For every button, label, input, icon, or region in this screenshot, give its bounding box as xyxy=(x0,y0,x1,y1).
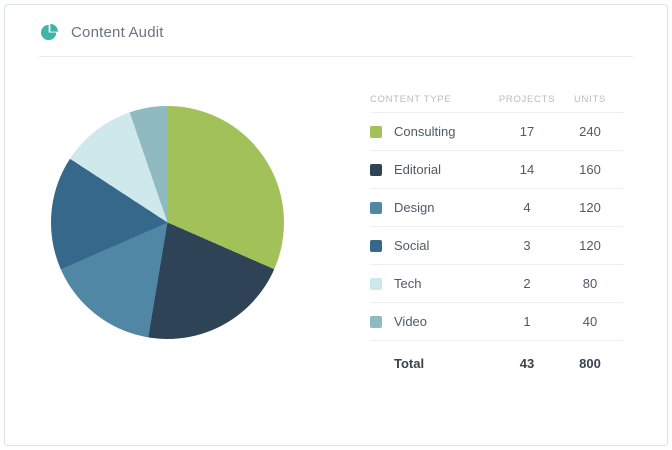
row-label: Consulting xyxy=(394,124,456,139)
table-total-row: Total 43 800 xyxy=(370,341,623,385)
content-type-table: CONTENT TYPE PROJECTS UNITS Consulting 1… xyxy=(370,87,623,385)
table-row: Design 4 120 xyxy=(370,189,623,227)
row-label: Social xyxy=(394,238,430,253)
legend-swatch xyxy=(370,277,382,290)
pie-chart[interactable] xyxy=(51,106,284,339)
row-units: 240 xyxy=(579,124,601,139)
table-row: Video 1 40 xyxy=(370,303,623,341)
row-units: 80 xyxy=(582,276,598,291)
table-row: Tech 2 80 xyxy=(370,265,623,303)
row-units: 120 xyxy=(579,238,601,253)
legend-swatch xyxy=(370,315,382,328)
row-label: Design xyxy=(394,200,435,215)
header-projects: PROJECTS xyxy=(498,94,556,105)
page-title: Content Audit xyxy=(71,24,164,41)
row-units: 120 xyxy=(579,200,601,215)
row-projects: 17 xyxy=(519,124,535,139)
total-units: 800 xyxy=(579,355,601,371)
row-projects: 14 xyxy=(519,162,535,177)
legend-swatch xyxy=(370,125,382,138)
card-header: Content Audit xyxy=(5,5,667,56)
row-projects: 4 xyxy=(523,200,531,215)
row-label: Video xyxy=(394,314,428,329)
table-row: Editorial 14 160 xyxy=(370,151,623,189)
header-units: UNITS xyxy=(574,94,606,105)
row-units: 160 xyxy=(579,162,601,177)
table-row: Consulting 17 240 xyxy=(370,113,623,151)
row-label: Tech xyxy=(394,276,422,291)
header-divider xyxy=(39,56,633,57)
row-projects: 1 xyxy=(523,314,531,329)
table-header-row: CONTENT TYPE PROJECTS UNITS xyxy=(370,87,623,113)
total-projects: 43 xyxy=(519,355,535,371)
content-audit-card: Content Audit CONTENT TYPE PROJECTS UNIT… xyxy=(4,4,668,446)
table-row: Social 3 120 xyxy=(370,227,623,265)
legend-swatch xyxy=(370,163,382,176)
header-content-type: CONTENT TYPE xyxy=(370,94,452,105)
pie-chart-icon xyxy=(41,24,58,41)
card-content: CONTENT TYPE PROJECTS UNITS Consulting 1… xyxy=(5,57,667,385)
legend-swatch xyxy=(370,239,382,252)
row-units: 40 xyxy=(582,314,598,329)
total-label: Total xyxy=(394,355,425,371)
row-projects: 2 xyxy=(523,276,531,291)
row-projects: 3 xyxy=(523,238,531,253)
row-label: Editorial xyxy=(394,162,441,177)
legend-swatch xyxy=(370,201,382,214)
